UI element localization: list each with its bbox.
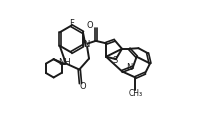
Text: S: S	[112, 56, 118, 65]
Text: O: O	[87, 20, 93, 30]
Text: CH₃: CH₃	[128, 89, 142, 98]
Text: N: N	[83, 40, 90, 49]
Text: N: N	[126, 63, 133, 72]
Text: NH: NH	[58, 58, 71, 67]
Text: O: O	[80, 82, 86, 91]
Text: F: F	[69, 19, 74, 28]
